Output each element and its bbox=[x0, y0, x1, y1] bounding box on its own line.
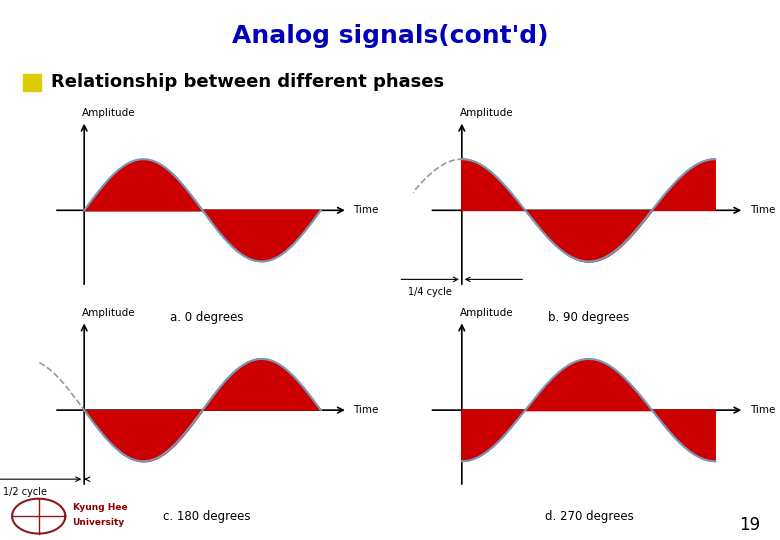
Text: Amplitude: Amplitude bbox=[83, 108, 136, 118]
Text: Analog signals(cont'd): Analog signals(cont'd) bbox=[232, 24, 548, 49]
Text: Amplitude: Amplitude bbox=[83, 308, 136, 318]
Text: Time: Time bbox=[750, 405, 775, 415]
Text: Amplitude: Amplitude bbox=[459, 108, 513, 118]
Text: 1/2 cycle: 1/2 cycle bbox=[3, 487, 47, 497]
Text: Relationship between different phases: Relationship between different phases bbox=[51, 73, 444, 91]
Text: Kyung Hee: Kyung Hee bbox=[73, 503, 127, 512]
Text: Time: Time bbox=[353, 205, 379, 215]
Text: a. 0 degrees: a. 0 degrees bbox=[170, 310, 243, 323]
Text: 19: 19 bbox=[739, 516, 760, 534]
Text: d. 270 degrees: d. 270 degrees bbox=[544, 510, 633, 523]
Text: Time: Time bbox=[353, 405, 379, 415]
Bar bbox=[23, 73, 41, 91]
Text: 1/4 cycle: 1/4 cycle bbox=[408, 287, 452, 297]
Text: Time: Time bbox=[750, 205, 775, 215]
Text: b. 90 degrees: b. 90 degrees bbox=[548, 310, 629, 323]
Text: University: University bbox=[73, 518, 125, 527]
Text: c. 180 degrees: c. 180 degrees bbox=[163, 510, 250, 523]
Text: Amplitude: Amplitude bbox=[459, 308, 513, 318]
